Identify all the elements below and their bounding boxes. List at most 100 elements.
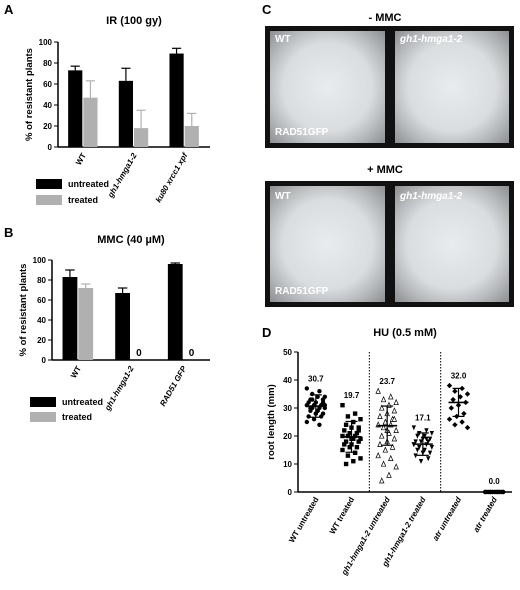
- data-point: [380, 396, 387, 403]
- x-tick-label: WT untreated: [287, 495, 320, 544]
- photo-label: WT: [275, 191, 291, 202]
- panel-letter-a: A: [4, 2, 14, 17]
- data-point: [452, 422, 458, 428]
- data-point: [310, 391, 315, 397]
- chart-title: IR (100 gy): [106, 15, 162, 27]
- data-point: [379, 432, 385, 439]
- chart-title: MMC (40 µM): [97, 234, 165, 246]
- data-point: [391, 407, 398, 414]
- chart-a: IR (100 gy) % of resistant plants 0 20 40 60 8…: [24, 15, 210, 204]
- petri-dish-image: [395, 186, 509, 302]
- data-point: [413, 453, 418, 459]
- data-point: [304, 419, 310, 425]
- data-point: [352, 433, 358, 439]
- data-point: [306, 414, 311, 419]
- data-point: [340, 447, 345, 453]
- data-point: [340, 433, 345, 439]
- data-point: [354, 431, 360, 436]
- data-point: [308, 405, 313, 411]
- data-point: [356, 439, 361, 444]
- data-point: [417, 445, 422, 450]
- y-tick-label: 20: [283, 432, 292, 441]
- data-point: [446, 416, 453, 422]
- data-label: 0: [136, 348, 142, 359]
- legend-swatch-treated-b: [30, 412, 56, 422]
- data-point: [391, 415, 398, 422]
- y-tick-label: 60: [43, 80, 52, 89]
- data-point: [415, 447, 420, 453]
- x-tick-label: WT: [69, 364, 83, 379]
- bar: [62, 277, 78, 360]
- y-tick-label: 80: [43, 59, 52, 68]
- data-point: [380, 460, 387, 467]
- data-point: [356, 425, 361, 430]
- legend-label-treated: treated: [68, 195, 99, 205]
- data-point: [424, 436, 429, 442]
- data-point: [317, 389, 322, 394]
- data-point: [386, 429, 392, 436]
- x-tick-label: WT: [74, 151, 88, 166]
- data-point: [343, 439, 349, 444]
- panel-letter-d: D: [262, 325, 272, 340]
- petri-dish-image: [270, 186, 385, 302]
- panel-letter-b: B: [4, 225, 14, 240]
- photo-label: RAD51GFP: [275, 286, 329, 297]
- y-tick-label: 0: [42, 356, 47, 365]
- data-point: [379, 404, 385, 411]
- photo-label: RAD51GFP: [275, 127, 329, 138]
- data-point: [426, 456, 431, 462]
- data-point: [386, 471, 392, 478]
- chart-title: HU (0.5 mM): [373, 327, 437, 339]
- y-tick-label: 40: [37, 316, 46, 325]
- data-point: [411, 425, 417, 431]
- data-point: [320, 400, 326, 405]
- petri-dish-image: [395, 31, 509, 143]
- data-point: [375, 452, 381, 459]
- data-point: [393, 463, 399, 470]
- photo-gh1-hmga1-2-mmc: gh1-hmga1-2: [390, 181, 514, 307]
- bar: [115, 293, 130, 360]
- data-point: [356, 428, 361, 433]
- y-axis-label: root length (mm): [266, 384, 277, 459]
- y-axis-label: % of resistant plants: [24, 48, 35, 141]
- photo-label: gh1-hmga1-2: [400, 191, 463, 202]
- y-tick-label: 20: [37, 336, 46, 345]
- mean-label: 17.1: [415, 414, 431, 423]
- y-tick-label: 80: [37, 276, 46, 285]
- data-point: [393, 426, 399, 433]
- y-axis-label: % of resistant plants: [18, 264, 29, 357]
- y-tick-label: 10: [283, 460, 292, 469]
- data-point: [379, 477, 385, 484]
- data-point: [427, 450, 433, 456]
- legend-label-untreated: untreated: [68, 179, 110, 189]
- data-point: [352, 411, 358, 416]
- data-point: [424, 428, 429, 434]
- data-point: [429, 445, 435, 450]
- photo-gh1-hmga1-2-no-mmc: gh1-hmga1-2: [390, 26, 514, 148]
- y-tick-label: 40: [43, 101, 52, 110]
- data-point: [422, 447, 427, 453]
- data-point: [429, 431, 435, 436]
- data-point: [448, 405, 454, 411]
- data-point: [343, 422, 349, 427]
- data-point: [391, 435, 398, 442]
- data-point: [377, 412, 383, 419]
- data-point: [415, 433, 420, 439]
- data-point: [342, 428, 347, 433]
- data-point: [382, 446, 389, 453]
- chart-d: HU (0.5 mM) root length (mm) 0 10 20 30 40 50 30…: [266, 327, 512, 577]
- x-tick-label: ku80 xrcc1 xpf: [154, 150, 190, 204]
- data-point: [422, 433, 427, 439]
- data-point: [418, 439, 424, 445]
- x-tick-label: gh1-hmga1-2: [106, 151, 139, 200]
- x-tick-label: atr treated: [472, 495, 500, 534]
- photo-wt-rad51gfp-mmc: WT RAD51GFP: [265, 181, 390, 307]
- data-point: [450, 396, 456, 403]
- data-point: [461, 410, 467, 417]
- bar: [68, 70, 83, 147]
- data-point: [452, 388, 458, 394]
- petri-dish-image: [270, 31, 385, 143]
- data-point: [310, 397, 315, 402]
- data-point: [388, 393, 394, 400]
- photo-title-minus-mmc: - MMC: [368, 12, 402, 24]
